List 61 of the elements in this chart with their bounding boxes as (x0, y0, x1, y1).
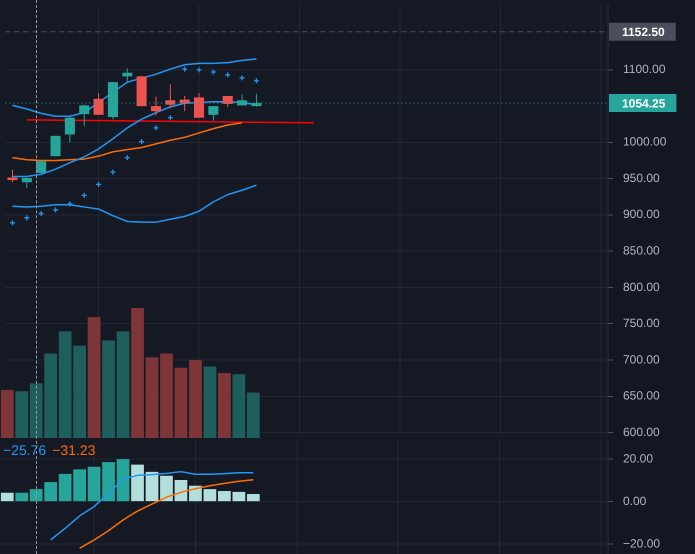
y-tick-label: 0.00 (623, 494, 647, 508)
point (95, 181, 102, 188)
y-tick-label: 1100.00 (623, 62, 666, 76)
bar (218, 373, 231, 438)
bar (204, 366, 216, 438)
candlestick (208, 106, 218, 122)
y-tick-label: 1000.00 (623, 134, 667, 149)
point (66, 200, 74, 208)
bar (15, 391, 28, 438)
candlestick (64, 116, 75, 143)
candlestick (79, 104, 90, 126)
y-tick-label: 750.00 (623, 316, 660, 330)
y-tick-label: 950.00 (623, 170, 660, 185)
point (210, 68, 217, 76)
y-tick-label: −20.00 (623, 536, 660, 551)
point (182, 66, 188, 72)
point (167, 114, 174, 121)
bar (0, 492, 14, 502)
y-tick-label: 850.00 (623, 244, 660, 258)
annotation: −31.23 (52, 442, 96, 458)
bar (232, 374, 246, 438)
bar (30, 383, 43, 438)
bar (88, 317, 100, 438)
bar (58, 331, 72, 438)
candlestick (7, 169, 18, 183)
bar (0, 390, 14, 438)
y-tick-label: 650.00 (623, 388, 660, 403)
point (81, 192, 88, 198)
y-tick-label: 600.00 (623, 424, 660, 439)
y-tick-label: 800.00 (623, 280, 660, 294)
candlestick (150, 96, 161, 116)
point (138, 138, 145, 145)
y-tick-label: 700.00 (623, 352, 660, 366)
point (38, 210, 44, 217)
bar (30, 489, 43, 502)
y-tick-label: 20.00 (623, 451, 654, 466)
bar (44, 482, 58, 502)
candlestick (94, 92, 104, 116)
candlestick (36, 159, 46, 175)
point (253, 78, 260, 84)
point (52, 206, 59, 213)
y-tick-label: 900.00 (623, 207, 660, 222)
bar (15, 492, 28, 502)
candlestick (194, 92, 204, 118)
point (238, 74, 246, 81)
point (110, 168, 116, 176)
ref-line-label: 1054.25 (622, 96, 666, 110)
bar (246, 392, 260, 438)
ref-line-label: 1152.50 (622, 25, 666, 40)
point (9, 220, 16, 226)
bar (73, 346, 86, 438)
point (224, 72, 231, 78)
point (152, 124, 160, 132)
point (124, 154, 130, 161)
bar (246, 494, 260, 502)
candlestick (180, 95, 190, 112)
candlestick (122, 68, 132, 82)
annotation: −25.76 (3, 442, 46, 458)
bar (44, 354, 58, 438)
point (196, 66, 202, 74)
point (24, 214, 30, 221)
